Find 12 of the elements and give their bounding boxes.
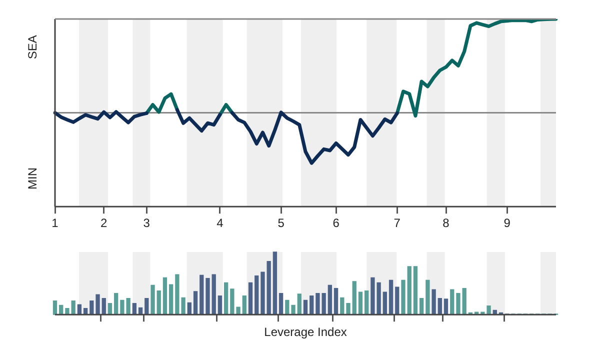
x-tick-label: 8 [442,216,450,230]
x-tick-label: 2 [100,216,108,230]
x-tick-label: 3 [143,216,150,230]
text: SEA [25,35,40,60]
x-tick-label: 7 [394,216,401,230]
x-tick-label: 9 [504,216,511,230]
text: MIN [25,167,40,190]
x-tick-label: 4 [216,216,224,230]
x-tick-label: 1 [52,216,59,230]
x-tick-label: 5 [278,216,285,230]
x-axis-title: Leverage Index [264,325,347,340]
x-tick-label: 6 [332,216,340,230]
